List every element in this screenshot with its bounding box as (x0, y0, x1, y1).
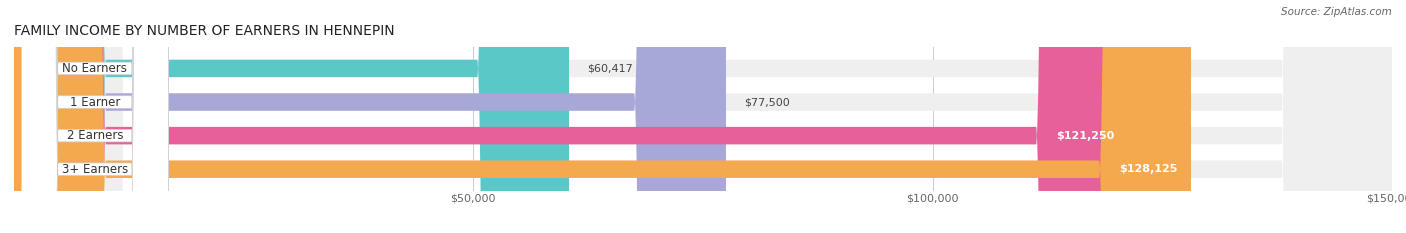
FancyBboxPatch shape (21, 0, 169, 233)
Text: Source: ZipAtlas.com: Source: ZipAtlas.com (1281, 7, 1392, 17)
FancyBboxPatch shape (21, 0, 169, 233)
FancyBboxPatch shape (14, 0, 1392, 233)
FancyBboxPatch shape (14, 0, 569, 233)
Text: $60,417: $60,417 (588, 63, 633, 73)
FancyBboxPatch shape (14, 0, 1191, 233)
FancyBboxPatch shape (14, 0, 725, 233)
Text: No Earners: No Earners (62, 62, 128, 75)
Text: 3+ Earners: 3+ Earners (62, 163, 128, 176)
Text: 2 Earners: 2 Earners (66, 129, 124, 142)
FancyBboxPatch shape (14, 0, 1392, 233)
FancyBboxPatch shape (21, 0, 169, 233)
FancyBboxPatch shape (14, 0, 1392, 233)
Text: FAMILY INCOME BY NUMBER OF EARNERS IN HENNEPIN: FAMILY INCOME BY NUMBER OF EARNERS IN HE… (14, 24, 395, 38)
FancyBboxPatch shape (14, 0, 1128, 233)
FancyBboxPatch shape (21, 0, 169, 233)
Text: 1 Earner: 1 Earner (70, 96, 120, 109)
Text: $128,125: $128,125 (1119, 164, 1177, 174)
FancyBboxPatch shape (14, 0, 1392, 233)
Text: $121,250: $121,250 (1056, 131, 1114, 141)
Text: $77,500: $77,500 (744, 97, 790, 107)
